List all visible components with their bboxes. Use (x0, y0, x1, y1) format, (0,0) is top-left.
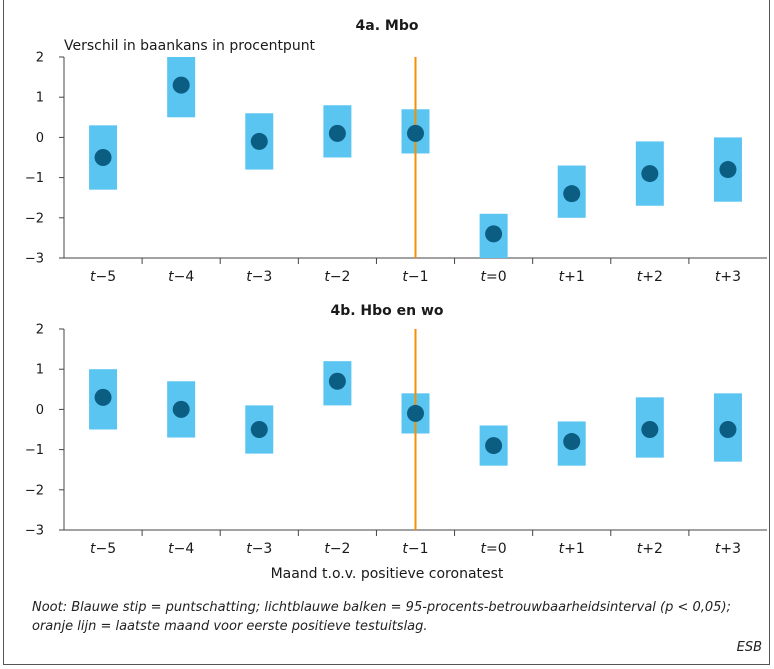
point-estimate (407, 404, 424, 422)
x-tick-label: t+1 (559, 269, 585, 285)
panel-1-title: 4a. Mbo (356, 18, 419, 34)
x-tick-label: t−1 (402, 541, 428, 557)
y-tick-label: −1 (25, 443, 44, 458)
x-tick-label: t+3 (715, 269, 741, 285)
y-axis-label: Verschil in baankans in procentpunt (64, 38, 316, 54)
point-estimate (485, 225, 503, 243)
point-estimate (172, 400, 190, 418)
x-tick-label: t−1 (402, 269, 428, 285)
point-estimate (719, 421, 737, 438)
point-estimate (250, 421, 268, 438)
x-tick-label: t+1 (559, 541, 585, 557)
x-tick-label: t−2 (324, 269, 350, 285)
point-estimate (641, 165, 659, 183)
point-estimate (485, 437, 503, 455)
x-tick-label: t−2 (324, 541, 350, 557)
point-estimate (719, 161, 737, 179)
y-tick-label: 1 (36, 91, 44, 106)
y-tick-label: −2 (25, 483, 44, 498)
y-tick-label: 0 (36, 131, 44, 146)
point-estimate (328, 124, 346, 142)
y-tick-label: −2 (25, 211, 44, 226)
x-tick-label: t−3 (246, 541, 272, 557)
x-axis-label: Maand t.o.v. positieve coronatest (271, 566, 504, 582)
point-estimate (172, 76, 190, 94)
x-tick-label: t+2 (637, 269, 663, 285)
y-tick-label: −3 (25, 524, 44, 539)
x-tick-label: t=0 (481, 269, 507, 285)
point-estimate (328, 372, 346, 390)
x-tick-label: t−4 (168, 269, 194, 285)
point-estimate (563, 185, 581, 203)
y-tick-label: −1 (25, 171, 44, 186)
y-tick-label: 1 (36, 363, 44, 378)
point-estimate (250, 132, 268, 150)
point-estimate (94, 149, 112, 166)
x-tick-label: t−5 (90, 269, 116, 285)
y-tick-label: 0 (36, 403, 44, 418)
x-tick-label: t−4 (168, 541, 194, 557)
point-estimate (563, 433, 581, 451)
y-tick-label: −3 (25, 252, 44, 267)
y-tick-label: 2 (36, 51, 44, 66)
x-tick-label: t+3 (715, 541, 741, 557)
panel-2-title: 4b. Hbo en wo (330, 303, 443, 319)
source-credit: ESB (736, 640, 762, 655)
figure-note: Noot: Blauwe stip = puntschatting; licht… (32, 600, 731, 634)
point-estimate (407, 124, 424, 142)
figure-frame (3, 0, 770, 665)
x-tick-label: t−3 (246, 269, 272, 285)
point-estimate (641, 421, 659, 438)
x-tick-label: t+2 (637, 541, 663, 557)
point-estimate (94, 388, 112, 406)
x-tick-label: t=0 (481, 541, 507, 557)
y-tick-label: 2 (36, 323, 44, 338)
x-tick-label: t−5 (90, 541, 116, 557)
